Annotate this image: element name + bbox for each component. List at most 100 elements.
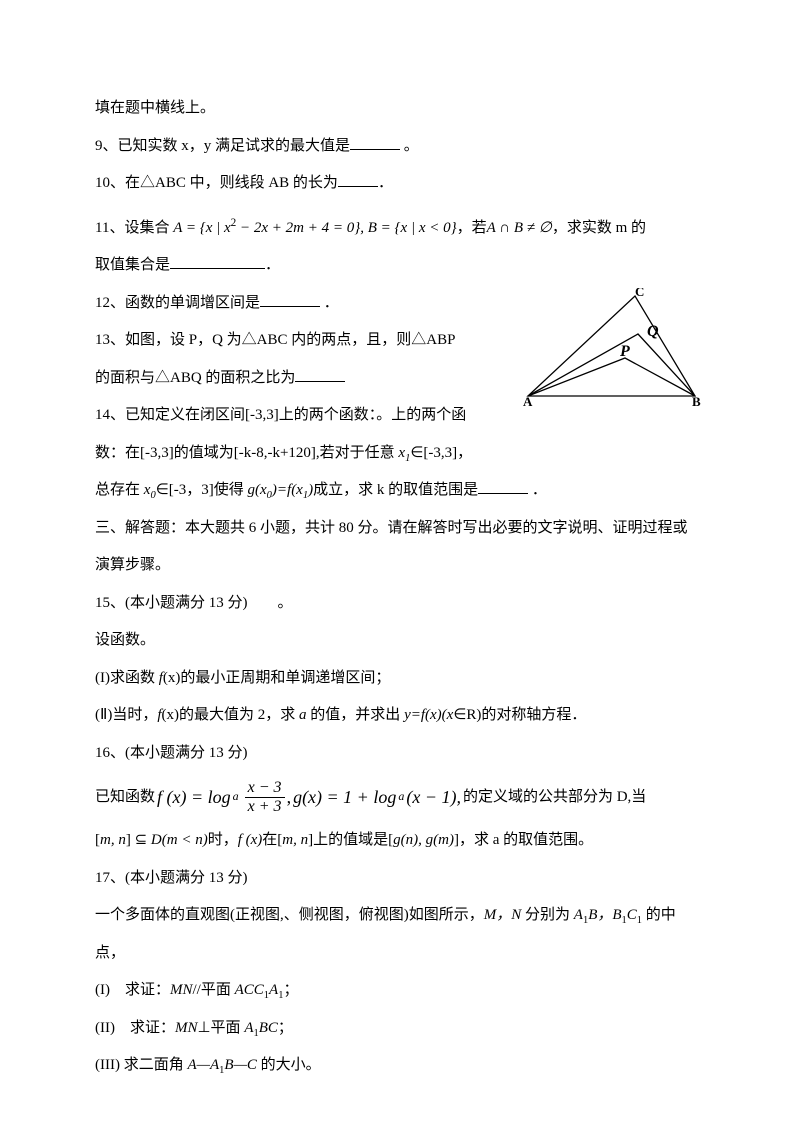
q10-prefix: 10、在△ABC 中，则线段 AB 的长为 [95,175,338,191]
q17-line2: 点， [95,935,705,973]
q15-a: a [299,707,307,723]
q17-p2-BC: BC [259,1020,278,1036]
q17-l1-prefix: 一个多面体的直观图(正视图,、侧视图，俯视图)如图所示， [95,907,484,923]
q17-p3-suffix: 的大小。 [257,1057,321,1073]
section3-line1: 三、解答题：本大题共 6 小题，共计 80 分。请在解答时写出必要的文字说明、证… [95,510,705,548]
q17-l1-suffix: 的中 [642,907,676,923]
q15-yfx: y=f(x)(x [404,707,453,723]
q16-D: D(m < n) [151,832,208,848]
q16-gn: g(n), g(m) [393,832,454,848]
q16-l2-suffix: ]，求 a 的取值范围。 [454,832,593,848]
q14-line2: 数：在[-3,3]的值域为[-k-8,-k+120],若对于任意 x1∈[-3,… [95,435,705,473]
header-text: 填在题中横线上。 [95,90,705,128]
q16-comma: , [287,772,292,822]
q14-l2-prefix: 数：在[-3,3]的值域为[-k-8,-k+120],若对于任意 [95,445,398,461]
blank [295,381,345,382]
q11-setA-rhs: − 2x + 2m + 4 = 0}, B = {x | x < 0} [236,220,456,236]
label-P: P [619,343,630,360]
q17-MN: M，N [484,907,522,923]
q15-p1-suffix: 的最小正周期和单调递增区间； [180,670,390,686]
q9-prefix: 9、已知实数 x，y 满足试求的最大值是 [95,138,350,154]
q15-p2-suffix: ∈R)的对称轴方程． [453,707,586,723]
q17-p2-mid: ⊥平面 [197,1020,244,1036]
q16-l2-mid4: ]上的值域是[ [308,832,393,848]
q17-p1: (I) 求证：MN//平面 ACC1A1； [95,972,705,1010]
q10-suffix: ． [378,175,393,191]
blank [170,268,265,269]
q17-p1-mid: //平面 [193,982,235,998]
blank [338,186,378,187]
q17-p3: (III) 求二面角 A—A1B—C 的大小。 [95,1047,705,1085]
q11-middle: ，若 [457,220,487,236]
q16-l2-mid3: 在[ [262,832,282,848]
q16-frac-den: x + 3 [245,798,285,816]
q17-p3-A: A—A [187,1057,219,1073]
q17-line1: 一个多面体的直观图(正视图,、侧视图，俯视图)如图所示，M，N 分别为 A1B，… [95,897,705,935]
q17-p3-prefix: (III) 求二面角 [95,1057,187,1073]
q14-l3-after: 成立，求 k 的取值范围是 [313,482,478,498]
label-C: C [635,288,644,299]
q17-p1-A: A [269,982,278,998]
label-A: A [523,394,533,408]
q15-title: 15、(本小题满分 13 分) 。 [95,585,705,623]
q11-line1: 11、设集合 A = {x | x2 − 2x + 2m + 4 = 0}, B… [95,209,705,248]
q14-line3: 总存在 x0∈[-3，3]使得 g(x0)=f(x1)成立，求 k 的取值范围是… [95,472,705,510]
q16-mn2: m, n [282,832,308,848]
q11-line2-text: 取值集合是 [95,257,170,273]
q16-after: 的定义域的公共部分为 D,当 [463,776,646,818]
q17-p1-prefix: (I) 求证： [95,982,170,998]
q16-l2-mid2: 时， [208,832,238,848]
q11-after: ，求实数 m 的 [552,220,646,236]
q16-sub-a: a [233,780,239,814]
q11-cond: A ∩ B ≠ ∅ [487,220,552,236]
q15-p2-mid2: 的值，并求出 [307,707,405,723]
q16-fx2: f (x) [238,832,263,848]
q16-sub-a2: a [398,780,404,814]
q9: 9、已知实数 x，y 满足试求的最大值是 。 [95,128,705,166]
q16-fx: f (x) = log [157,772,231,822]
q15-fx-paren: (x) [163,670,181,686]
q11-setA-lhs: A = {x | x [173,220,230,236]
q13-line2-prefix: 的面积与△ABQ 的面积之比为 [95,370,295,386]
q17-p1-MN: MN [170,982,193,998]
q15-p1-prefix: (I)求函数 [95,670,159,686]
q17-p2: (II) 求证：MN⊥平面 A1BC； [95,1010,705,1048]
triangle-ABC [528,296,695,396]
q14-l3-prefix: 总存在 [95,482,144,498]
q10: 10、在△ABC 中，则线段 AB 的长为 ． [95,165,705,203]
q16-formula: 已知函数 f (x) = loga x − 3 x + 3 , g(x) = 1… [95,772,705,822]
label-Q: Q [647,323,659,340]
q16-title: 16、(本小题满分 13 分) [95,735,705,773]
q14-gx: g(x [248,482,267,498]
q15-part2: (Ⅱ)当时，f(x)的最大值为 2，求 a 的值，并求出 y=f(x)(x∈R)… [95,697,705,735]
q15-p2-prefix: (Ⅱ)当时， [95,707,157,723]
blank [260,306,320,307]
q16-frac: x − 3 x + 3 [245,779,285,815]
q11-prefix: 11、设集合 [95,220,173,236]
q17-p2-MN: MN [175,1020,198,1036]
q17-p3-BC: B—C [224,1057,257,1073]
q17-p2-suffix: ； [278,1020,293,1036]
q11-suffix: ． [265,257,280,273]
q17-A1B: A [574,907,583,923]
q12-suffix: ． [320,295,339,311]
q16-mn: m, n [100,832,126,848]
q17-p2-prefix: (II) 求证： [95,1020,175,1036]
q17-l1-mid: 分别为 [521,907,574,923]
q17-B: B，B [588,907,621,923]
blank [350,149,400,150]
triangle-P [528,358,695,396]
q16-prefix: 已知函数 [95,776,155,818]
q14-gx-suffix: )=f(x [272,482,303,498]
q16-gx: g(x) = 1 + log [293,772,396,822]
q16-frac-num: x − 3 [245,779,285,798]
q9-suffix: 。 [400,138,419,154]
q17-p1-ACC: ACC [235,982,264,998]
q16-gx-suffix: (x − 1), [406,772,461,822]
q12-prefix: 12、函数的单调增区间是 [95,295,260,311]
q14-l3-mid: ∈[-3，3]使得 [156,482,248,498]
q14-l2-suffix: ∈[-3,3]， [410,445,472,461]
q16-line2: [m, n] ⊆ D(m < n)时，f (x)在[m, n]上的值域是[g(n… [95,822,705,860]
label-B: B [692,394,701,408]
q17-C1: C [627,907,637,923]
